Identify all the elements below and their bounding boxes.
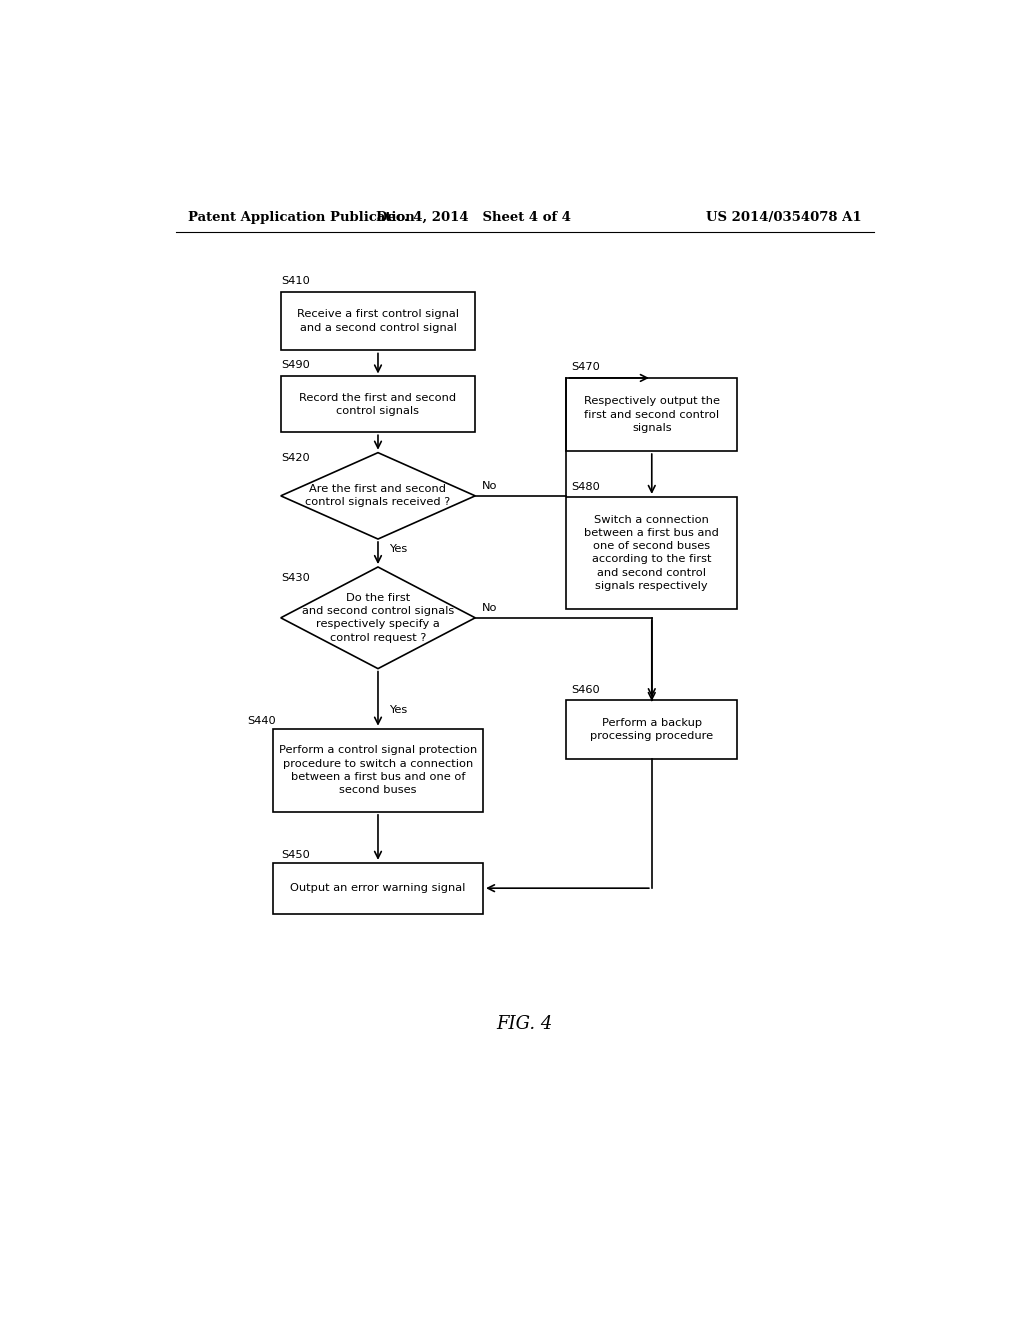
Bar	[272, 863, 483, 913]
Text: No: No	[481, 603, 497, 612]
Bar	[566, 700, 737, 759]
Polygon shape	[281, 453, 475, 539]
Text: Respectively output the
first and second control
signals: Respectively output the first and second…	[584, 396, 720, 433]
Text: Dec. 4, 2014   Sheet 4 of 4: Dec. 4, 2014 Sheet 4 of 4	[376, 211, 570, 224]
Text: No: No	[481, 480, 497, 491]
Text: US 2014/0354078 A1: US 2014/0354078 A1	[707, 211, 862, 224]
Bar	[281, 376, 475, 433]
Text: S450: S450	[282, 850, 310, 859]
Text: S480: S480	[570, 482, 600, 492]
Text: Perform a control signal protection
procedure to switch a connection
between a f: Perform a control signal protection proc…	[279, 746, 477, 795]
Text: Switch a connection
between a first bus and
one of second buses
according to the: Switch a connection between a first bus …	[585, 515, 719, 591]
Text: S440: S440	[247, 715, 275, 726]
Polygon shape	[281, 568, 475, 669]
Text: Patent Application Publication: Patent Application Publication	[187, 211, 415, 224]
Text: S430: S430	[282, 573, 310, 583]
Text: S410: S410	[282, 276, 310, 286]
Bar	[272, 729, 483, 812]
Text: Output an error warning signal: Output an error warning signal	[290, 883, 466, 894]
Text: Are the first and second
control signals received ?: Are the first and second control signals…	[305, 484, 451, 507]
Text: S460: S460	[570, 685, 600, 696]
Bar	[566, 496, 737, 609]
Text: Yes: Yes	[389, 705, 408, 715]
Text: Do the first
and second control signals
respectively specify a
control request ?: Do the first and second control signals …	[302, 593, 454, 643]
Bar	[566, 378, 737, 451]
Text: FIG. 4: FIG. 4	[497, 1015, 553, 1034]
Text: S490: S490	[282, 360, 310, 370]
Bar	[281, 292, 475, 351]
Text: Receive a first control signal
and a second control signal: Receive a first control signal and a sec…	[297, 309, 459, 333]
Text: Perform a backup
processing procedure: Perform a backup processing procedure	[590, 718, 714, 742]
Text: Yes: Yes	[389, 544, 408, 553]
Text: S420: S420	[282, 453, 310, 463]
Text: Record the first and second
control signals: Record the first and second control sign…	[299, 393, 457, 416]
Text: S470: S470	[570, 362, 600, 372]
